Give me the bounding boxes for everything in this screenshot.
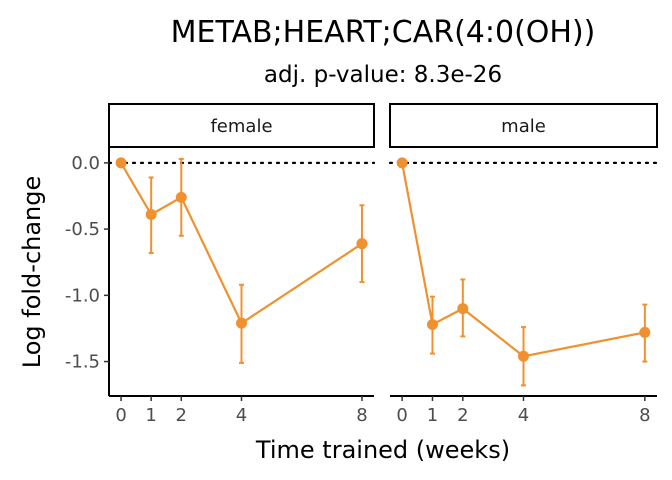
chart-title: METAB;HEART;CAR(4:0(OH))	[171, 15, 596, 50]
data-point	[426, 318, 438, 330]
y-tick-label: -1.0	[65, 285, 100, 306]
x-tick-label: 8	[356, 405, 367, 426]
x-tick-label: 4	[518, 405, 529, 426]
x-tick-label: 0	[115, 405, 126, 426]
data-point	[236, 317, 247, 329]
x-tick-label: 1	[427, 405, 438, 426]
data-point	[356, 238, 368, 250]
x-tick-label: 2	[176, 405, 187, 426]
data-point	[145, 209, 157, 221]
facet-strip	[108, 103, 375, 148]
data-point	[639, 326, 651, 338]
data-point	[457, 303, 469, 315]
facet-strip	[389, 103, 658, 148]
chart-subtitle: adj. p-value: 8.3e-26	[264, 62, 502, 88]
x-tick-label: 4	[236, 405, 247, 426]
data-point	[115, 157, 127, 169]
facet-strip-label: female	[210, 116, 272, 137]
x-tick-label: 2	[457, 405, 468, 426]
x-axis-title: Time trained (weeks)	[255, 436, 510, 464]
x-tick-label: 0	[396, 405, 407, 426]
facet-panel-female: female 0.0 -0.5 -1.0 -1.5 0 1 2 4 8	[65, 103, 376, 426]
x-tick-label: 8	[639, 405, 650, 426]
data-point	[175, 191, 187, 203]
y-tick-label: -1.5	[65, 352, 100, 373]
y-axis-title: Log fold-change	[18, 176, 46, 369]
facet-strip-label: male	[501, 116, 546, 137]
x-tick-label: 1	[145, 405, 156, 426]
data-point	[396, 157, 408, 169]
y-tick-label: -0.5	[65, 219, 100, 240]
y-tick-label: 0.0	[71, 153, 100, 174]
facet-panel-male: male 0 1 2 4 8	[388, 103, 659, 426]
data-point	[518, 350, 529, 362]
